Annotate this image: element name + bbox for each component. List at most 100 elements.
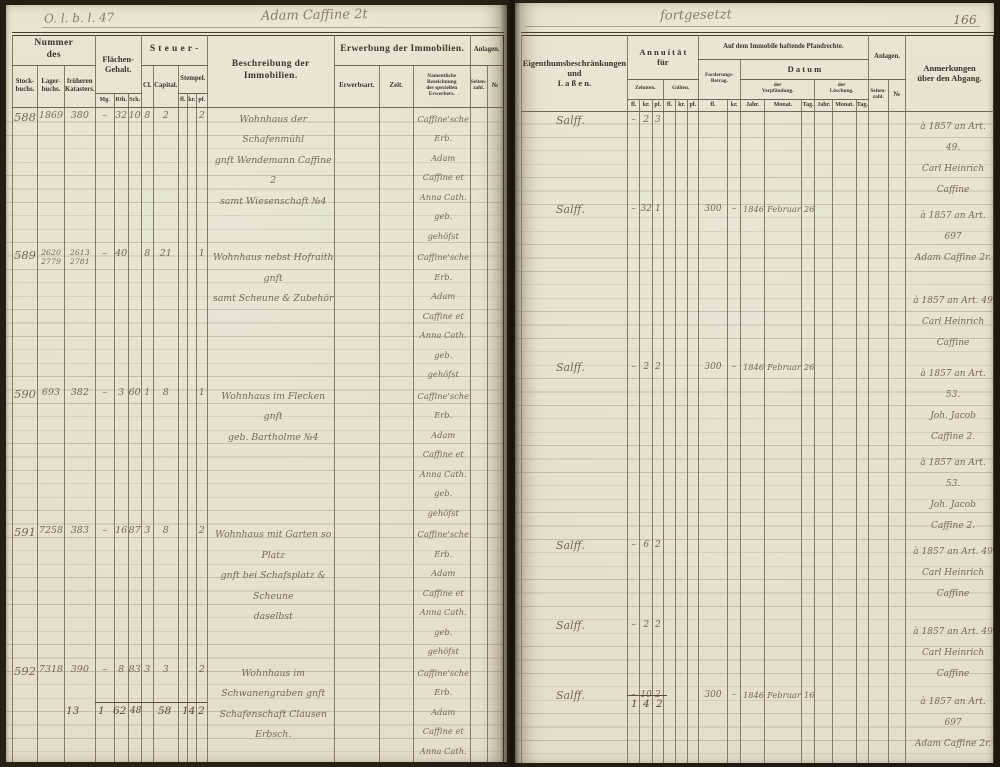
cell-betrag-kr: – — [727, 200, 741, 286]
cell-st-fl — [177, 661, 188, 762]
cell-zehnt-pf: 2 — [651, 686, 664, 763]
col-header-forderung: Forderungs- Betrag. — [697, 59, 741, 100]
cell-guelt-pf — [687, 358, 699, 448]
cell-zehnt-pf: 2 — [651, 536, 664, 617]
cell-st-pf: 2 — [195, 661, 208, 762]
left-ledger: Nummer des Flächen- Gehalt. S t e u e r … — [12, 32, 504, 762]
cell-verpf-monat: Februar — [764, 358, 802, 448]
col-header-loeschung: der Löschung. — [814, 79, 869, 100]
cell-seitenzahl — [867, 200, 889, 286]
cell-zeit — [378, 523, 414, 662]
cell-rth: 40 — [113, 246, 129, 385]
cell-zeit — [378, 107, 414, 247]
ledger-row-589: Salff. –32 1 300–1846 Februar 26 à 1857 an Art… — [521, 200, 994, 286]
cell-cl: 3 — [140, 523, 154, 662]
total-capital: 58 — [158, 705, 172, 717]
cell-zehnt-kr: 2 — [639, 358, 653, 448]
cell-kataster: 382 — [64, 384, 96, 524]
col-header-annuitaet: A n n u i t ä t für — [626, 35, 699, 80]
cell-st-pf: 2 — [195, 523, 208, 662]
cell-anmerkung: à 1857 an Art. 49 Carl Heinrich Caffine — [905, 285, 994, 359]
ledger-row-595: Salff. –10 2 300–1846 Februar 16 à 1857 an Art… — [521, 686, 994, 763]
totals-sum-line — [95, 702, 207, 703]
cell-anmerkung: à 1857 an Art. 49 Carl Heinrich Caffine — [905, 616, 994, 687]
cell-verpf-jahr: 1846 — [739, 686, 765, 763]
cell-loesch-jahr — [814, 536, 833, 617]
cell-loesch-monat — [832, 358, 857, 448]
cell-nro — [486, 246, 504, 385]
cell-erwerber: Caffine'sche Erb. Adam Caffine et Anna C… — [412, 246, 471, 385]
cell-st-pf: 2 — [195, 107, 208, 247]
cell-stock: 589 — [12, 246, 38, 385]
col-header-nummer: Nummer des — [12, 35, 96, 66]
cell-zehnt-pf — [651, 447, 664, 537]
cell-verpf-monat: Februar — [764, 200, 802, 286]
cell-guelt-fl — [662, 536, 676, 617]
cell-betrag-kr — [727, 447, 741, 537]
cell-lassen: Salff. — [521, 686, 628, 763]
cell-zehnt-kr: 6 — [639, 536, 653, 617]
cell-verpf-monat — [764, 111, 802, 201]
col-header-lagerbuchs: Lager- buchs. — [37, 65, 65, 108]
cell-stock: 590 — [12, 384, 38, 524]
col-header-anlagen: Anlagen. — [469, 35, 504, 66]
cell-verpf-jahr — [739, 285, 765, 359]
total-zehnt-pf: 2 — [656, 698, 663, 710]
cell-zehnt-pf: 1 — [651, 200, 664, 286]
col-header-eigenthums: Eigenthumsbeschränkungen und L a ß e n. — [521, 35, 628, 112]
cell-guelt-kr — [675, 111, 688, 201]
cell-nro — [887, 358, 906, 448]
unit-mg: Mg. — [94, 93, 115, 108]
cell-lassen — [521, 285, 628, 359]
cell-beschreibung: Wohnhaus der Schafenmühl gnft Wendemann … — [206, 107, 335, 247]
cell-loesch-tag — [855, 285, 869, 359]
unit-kr: kr. — [727, 99, 741, 112]
cell-rth: 32 — [113, 107, 129, 247]
cell-guelt-pf — [687, 285, 699, 359]
col-header-stockbuchs: Stock- buchs. — [12, 65, 38, 108]
cell-erwerbsart — [333, 523, 380, 662]
col-header-zehnten: Zehnten. — [626, 79, 664, 100]
cell-loesch-jahr — [814, 686, 833, 763]
cell-zehnt-pf: 3 — [651, 111, 664, 201]
cell-capital: 3 — [152, 661, 179, 762]
cell-seitenzahl — [469, 246, 488, 385]
cell-nro — [887, 111, 906, 201]
unit-kr: kr. — [639, 99, 653, 112]
cell-verpf-monat: Februar — [764, 686, 802, 763]
cell-beschreibung: Wohnhaus mit Garten so Platz gnft bei Sc… — [206, 523, 335, 662]
cell-loesch-monat — [832, 200, 857, 286]
col-header-seitenzahl: Seiten- zahl. — [469, 65, 488, 108]
cell-guelt-pf — [687, 536, 699, 617]
cell-anmerkung: à 1857 an Art. 49 Carl Heinrich Caffine — [905, 536, 994, 617]
cell-st-kr — [186, 523, 197, 662]
cell-nro — [486, 523, 504, 662]
cell-zehnt-fl: – — [626, 111, 640, 201]
cell-anmerkung: à 1857 an Art. 49. Carl Heinrich Caffine — [905, 111, 994, 201]
cell-zehnt-fl: – — [626, 616, 640, 687]
cell-guelt-pf — [687, 200, 699, 286]
total-mg: 1 — [98, 705, 105, 717]
cell-guelt-fl — [662, 200, 676, 286]
cell-mg: – — [94, 107, 115, 247]
cell-zeit — [378, 661, 414, 762]
col-header-capital: Capital. — [152, 65, 179, 108]
cell-verpf-tag — [800, 616, 815, 687]
unit-kr: kr. — [675, 99, 688, 112]
cell-loesch-jahr — [814, 447, 833, 537]
cell-verpf-jahr — [739, 536, 765, 617]
cell-loesch-jahr — [814, 200, 833, 286]
cell-betrag-kr — [727, 285, 741, 359]
cell-guelt-kr — [675, 285, 688, 359]
cell-stock: 591 — [12, 523, 38, 662]
col-header-nro: № — [887, 79, 906, 112]
cell-guelt-pf — [687, 616, 699, 687]
cell-loesch-tag — [855, 358, 869, 448]
cell-seitenzahl — [867, 358, 889, 448]
cell-zehnt-fl — [626, 447, 640, 537]
cell-guelt-fl — [662, 285, 676, 359]
cell-zehnt-kr — [639, 447, 653, 537]
cell-verpf-monat — [764, 536, 802, 617]
cell-betrag-fl — [697, 616, 728, 687]
